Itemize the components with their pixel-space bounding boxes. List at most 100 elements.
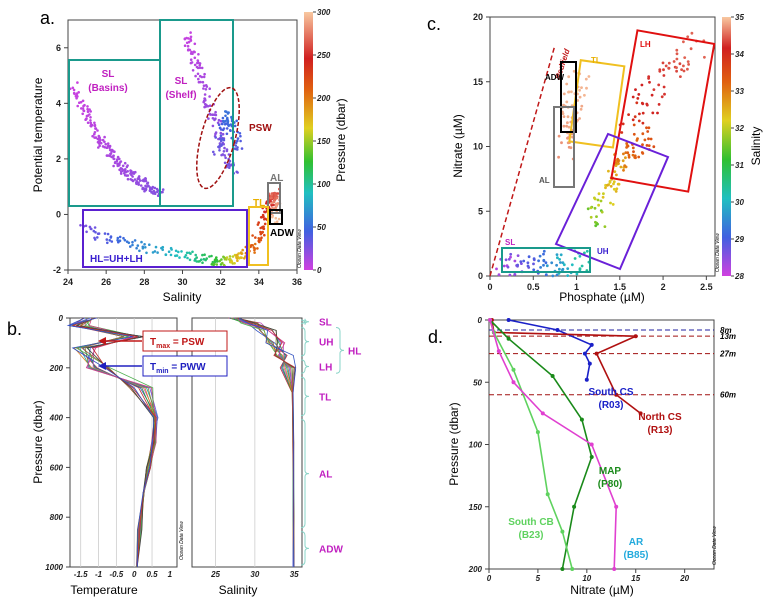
a-data-point [89, 116, 92, 119]
a-data-point [89, 119, 92, 122]
panel-b-temp-xlabel: Temperature [70, 583, 138, 597]
c-data-point [585, 87, 588, 90]
c-data-point [532, 268, 535, 271]
a-data-point [103, 141, 106, 144]
a-data-point [257, 240, 260, 243]
c-data-point [613, 170, 616, 173]
a-data-point [94, 124, 97, 127]
c-data-point [650, 138, 653, 141]
c-data-point [563, 125, 566, 128]
a-data-point [145, 252, 148, 255]
a-data-point [214, 136, 217, 139]
panel-b-temp-frame [70, 318, 177, 567]
d-profile-point [536, 430, 540, 434]
a-data-point [237, 137, 240, 140]
a-data-point [139, 179, 142, 182]
c-cb-tick-label: 28 [734, 272, 744, 281]
c-data-point [565, 125, 568, 128]
panel-d-xlabel: Nitrate (µM) [570, 583, 634, 597]
a-data-point [215, 256, 218, 259]
d-depth-label-13m: 13m [720, 332, 736, 341]
a-data-point [119, 239, 122, 242]
a-data-point [131, 244, 134, 247]
b-layer-label-al: AL [319, 470, 332, 481]
d-profile-point [507, 318, 511, 322]
c-data-point [558, 135, 561, 138]
a-data-point [185, 254, 188, 257]
c-data-point [637, 93, 640, 96]
c-data-point [682, 65, 685, 68]
a-data-point [75, 97, 78, 100]
c-data-point [588, 75, 591, 78]
a-data-point [209, 113, 212, 116]
c-ytick-label: 20 [473, 12, 483, 22]
c-xtick-label: 0 [487, 282, 492, 292]
a-data-point [233, 262, 236, 265]
c-data-point [632, 147, 635, 150]
c-data-point [663, 93, 666, 96]
a-xtick-label: 32 [216, 277, 226, 287]
c-data-point [645, 126, 648, 129]
c-data-point [602, 196, 605, 199]
c-data-point [679, 75, 682, 78]
a-data-point [165, 254, 168, 257]
d-profile-point [541, 411, 545, 415]
c-data-point [642, 122, 645, 125]
a-data-point [221, 143, 224, 146]
c-data-point [615, 187, 618, 190]
c-data-point [616, 158, 619, 161]
a-data-point [175, 250, 178, 253]
panel-a-x-ticks: 24 26 28 30 32 34 36 [63, 270, 302, 287]
b-temp-xtick-label: 0.5 [146, 570, 158, 579]
c-data-point [683, 70, 686, 73]
a-data-point [124, 162, 127, 165]
a-data-point [108, 147, 111, 150]
a-data-point [218, 149, 221, 152]
a-data-point [226, 118, 229, 121]
a-data-point [253, 249, 256, 252]
d-ytick-label: 0 [478, 316, 483, 325]
a-data-point [170, 254, 173, 257]
panel-c-ylabel: Nitrate (µM) [451, 114, 465, 178]
d-profile-point [580, 418, 584, 422]
a-data-point [162, 188, 165, 191]
a-data-point [193, 50, 196, 53]
a-data-point [208, 87, 211, 90]
c-data-point [662, 62, 665, 65]
b-temp-xtick-label: 0 [132, 570, 137, 579]
d-profile-point [560, 530, 564, 534]
a-data-point [205, 88, 208, 91]
d-profile-point [551, 374, 555, 378]
c-data-point [622, 123, 625, 126]
a-data-point [203, 73, 206, 76]
c-data-point [580, 86, 583, 89]
a-data-point [142, 247, 145, 250]
a-data-point [205, 257, 208, 260]
d-profile-point [590, 343, 594, 347]
d-profile-point [590, 455, 594, 459]
a-data-point [212, 151, 215, 154]
a-data-point [82, 109, 85, 112]
panel-d-letter: d. [428, 327, 443, 347]
c-data-point [634, 156, 637, 159]
c-cb-tick-label: 30 [735, 198, 744, 207]
c-data-point [641, 84, 644, 87]
c-data-point [648, 81, 651, 84]
b-layer-label-adw: ADW [319, 544, 343, 555]
region-label-psw: PSW [249, 123, 272, 134]
c-cb-tick-label: 35 [735, 13, 744, 22]
a-data-point [127, 178, 130, 181]
a-data-point [275, 217, 278, 220]
c-ytick-label: 10 [473, 142, 483, 152]
a-data-point [140, 241, 143, 244]
c-data-point [627, 113, 630, 116]
c-data-point [662, 68, 665, 71]
a-data-point [270, 197, 273, 200]
a-data-point [113, 150, 116, 153]
d-profile-point [570, 567, 574, 571]
a-data-point [208, 95, 211, 98]
c-data-point [571, 263, 574, 266]
c-data-point [495, 268, 498, 271]
panel-a: a. 24 26 28 30 32 34 36 -20246 Salinity Potent… [31, 8, 348, 304]
a-data-point [145, 188, 148, 191]
